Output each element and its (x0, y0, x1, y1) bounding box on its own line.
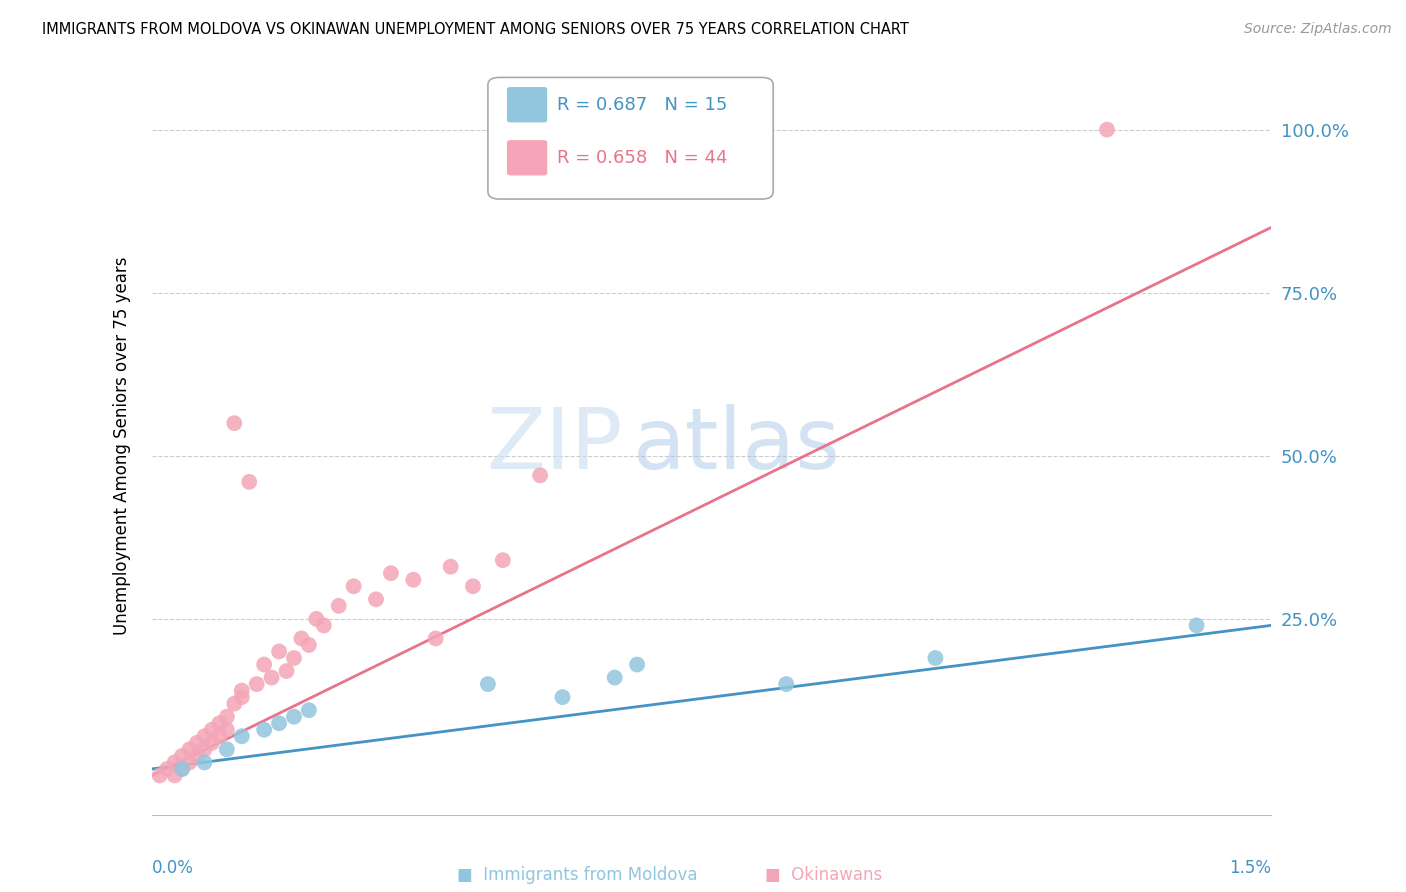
Point (298, 638, 321, 652)
Point (238, 475, 260, 489)
Point (215, 709, 238, 723)
FancyBboxPatch shape (508, 140, 547, 176)
Point (492, 553, 515, 567)
Point (343, 579, 366, 593)
Point (290, 632, 312, 646)
Text: ■  Immigrants from Moldova: ■ Immigrants from Moldova (457, 866, 697, 884)
Text: Source: ZipAtlas.com: Source: ZipAtlas.com (1244, 22, 1392, 37)
Point (186, 748, 208, 763)
Point (201, 723, 224, 737)
Point (156, 762, 179, 776)
Point (224, 416, 246, 430)
Point (253, 657, 276, 672)
Point (328, 599, 350, 613)
Point (163, 768, 186, 782)
Point (193, 756, 215, 770)
Point (172, 762, 194, 776)
Text: atlas: atlas (633, 404, 841, 488)
Point (208, 729, 231, 743)
Point (260, 671, 283, 685)
Point (924, 651, 946, 665)
Point (603, 671, 626, 685)
FancyBboxPatch shape (508, 87, 547, 122)
FancyBboxPatch shape (488, 78, 773, 199)
Point (529, 468, 551, 483)
Text: R = 0.658   N = 44: R = 0.658 N = 44 (557, 149, 728, 167)
Point (172, 762, 194, 776)
Point (179, 756, 201, 770)
Point (283, 651, 305, 665)
Point (626, 657, 648, 672)
Point (149, 768, 172, 782)
Point (208, 716, 231, 731)
Point (201, 736, 224, 750)
Point (231, 690, 253, 705)
Text: IMMIGRANTS FROM MOLDOVA VS OKINAWAN UNEMPLOYMENT AMONG SENIORS OVER 75 YEARS COR: IMMIGRANTS FROM MOLDOVA VS OKINAWAN UNEM… (42, 22, 910, 37)
Point (267, 716, 290, 731)
Point (253, 723, 276, 737)
Point (283, 709, 305, 723)
Point (1185, 618, 1208, 632)
Point (215, 742, 238, 756)
Point (477, 677, 499, 691)
Point (1095, 122, 1118, 136)
Point (224, 697, 246, 711)
Text: R = 0.687   N = 15: R = 0.687 N = 15 (557, 95, 728, 113)
Point (246, 677, 269, 691)
Point (172, 748, 194, 763)
Point (231, 683, 253, 698)
Point (551, 690, 574, 705)
Point (298, 703, 321, 717)
Point (215, 723, 238, 737)
Point (163, 756, 186, 770)
Point (267, 644, 290, 658)
Text: ZIP: ZIP (485, 404, 623, 488)
Point (364, 592, 387, 607)
Text: 1.5%: 1.5% (1229, 859, 1271, 877)
Y-axis label: Unemployment Among Seniors over 75 years: Unemployment Among Seniors over 75 years (114, 257, 131, 635)
Point (186, 736, 208, 750)
Point (193, 742, 215, 756)
Point (305, 612, 328, 626)
Text: ■  Okinawans: ■ Okinawans (765, 866, 882, 884)
Point (312, 618, 335, 632)
Text: 0.0%: 0.0% (152, 859, 194, 877)
Point (439, 559, 461, 574)
Point (193, 729, 215, 743)
Point (402, 573, 425, 587)
Point (179, 742, 201, 756)
Point (276, 664, 298, 678)
Point (775, 677, 797, 691)
Point (380, 566, 402, 581)
Point (461, 579, 484, 593)
Point (231, 729, 253, 743)
Point (425, 632, 447, 646)
